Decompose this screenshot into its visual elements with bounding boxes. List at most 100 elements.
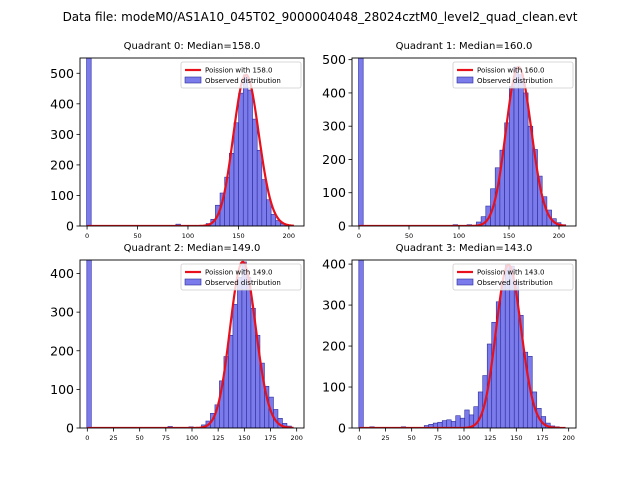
y-tick-label: 300 [322,298,346,313]
poisson-fit-line [87,73,294,226]
x-tick-label: 0 [85,232,89,240]
legend-bar-swatch [184,278,202,286]
y-tick-label: 300 [50,305,74,320]
histogram-bar [238,92,244,226]
quadrant-panel-1: Quadrant 1: Median=160.0 0 50 100 150 200 0 100… [322,41,577,240]
legend-bar-swatch [456,76,474,84]
y-tick-label: 400 [322,257,346,272]
histogram-bar [270,214,277,226]
x-tick-label: 0 [357,232,361,240]
histogram-bar [459,417,466,428]
histogram-bar [509,265,515,428]
histogram-bar [247,89,253,226]
panel-title: Quadrant 0: Median=158.0 [124,41,261,52]
x-tick-label: 175 [536,434,548,442]
x-tick-label: 200 [290,434,302,442]
histogram-bar [358,260,364,428]
y-tick-label: 300 [322,119,346,134]
histogram-bar [242,74,249,226]
histogram-bar [228,335,234,428]
x-tick-label: 150 [510,434,522,442]
y-tick-label: 300 [50,127,74,142]
y-tick-label: 400 [322,85,346,100]
y-tick-label: 0 [338,219,346,234]
x-tick-label: 200 [562,434,574,442]
y-tick-label: 0 [66,219,74,234]
x-tick-label: 0 [357,434,361,442]
legend-box [452,61,574,89]
x-tick-label: 75 [162,434,170,442]
histogram-bar [518,74,524,226]
x-tick-label: 25 [381,434,389,442]
y-tick-label: 500 [50,66,74,81]
histogram-bar [446,419,452,428]
histogram-bar [237,277,243,428]
histogram-bar [261,179,267,226]
legend: Poission with 149.0 Observed distribution [180,263,302,291]
quadrant-panel-2: Quadrant 2: Median=149.0 0 25 50 75 100 125 150… [50,243,305,442]
legend: Poission with 158.0 Observed distribution [180,61,302,89]
legend-label-poisson: Poission with 149.0 [205,269,273,277]
y-tick-label: 400 [50,266,74,281]
histogram-bars [86,58,290,226]
histogram-bar [86,260,92,428]
histogram-bar [232,304,238,428]
y-tick-label: 200 [322,339,346,354]
histogram-bar [266,199,272,226]
histogram-bar [513,66,519,226]
y-tick-label: 100 [322,185,346,200]
legend-bar-swatch [456,278,474,286]
x-tick-label: 150 [238,434,250,442]
legend-label-observed: Observed distribution [477,77,553,85]
legend-label-poisson: Poission with 158.0 [205,67,273,75]
x-tick-label: 50 [405,232,413,240]
quadrant-panel-3: Quadrant 3: Median=143.0 0 25 50 75 100 125 150… [322,243,577,442]
histogram-bar [256,149,263,226]
poisson-fit-line [359,65,567,226]
histogram-bar [246,277,252,428]
legend-label-poisson: Poission with 143.0 [477,269,545,277]
y-tick-label: 0 [338,421,346,436]
x-tick-label: 100 [453,232,465,240]
x-tick-label: 50 [408,434,416,442]
x-tick-label: 175 [264,434,276,442]
x-tick-label: 125 [212,434,224,442]
y-tick-label: 100 [50,188,74,203]
y-tick-label: 200 [50,157,74,172]
y-tick-label: 100 [322,380,346,395]
y-tick-label: 200 [50,343,74,358]
x-tick-label: 25 [109,434,117,442]
x-tick-label: 150 [503,232,515,240]
legend-label-observed: Observed distribution [205,77,281,85]
legend: Poission with 160.0 Observed distribution [452,61,574,89]
x-tick-label: 50 [133,232,141,240]
y-tick-label: 100 [50,382,74,397]
legend-label-observed: Observed distribution [205,279,281,287]
x-tick-label: 200 [553,232,565,240]
panel-title: Quadrant 2: Median=149.0 [124,243,261,254]
x-tick-label: 200 [283,232,295,240]
panel-title: Quadrant 3: Median=143.0 [396,243,533,254]
legend-box [180,61,302,89]
legend-box [180,263,302,291]
legend-bar-swatch [184,76,202,84]
y-tick-label: 400 [50,96,74,111]
histogram-bar [500,282,506,428]
histogram-bar [523,92,529,226]
histogram-bar [233,122,239,226]
histogram-bar [464,409,470,428]
x-tick-label: 125 [484,434,496,442]
panel-title: Quadrant 1: Median=160.0 [396,41,533,52]
x-tick-label: 100 [182,232,194,240]
axes-frame [351,57,577,227]
histogram-bar [455,415,461,428]
histogram-bar [252,118,258,226]
histogram-bar [86,58,92,226]
x-tick-label: 100 [458,434,470,442]
axes-frame [79,57,305,227]
histogram-bar [441,420,448,428]
legend-box [452,263,574,291]
x-tick-label: 0 [85,434,89,442]
x-tick-label: 100 [186,434,198,442]
